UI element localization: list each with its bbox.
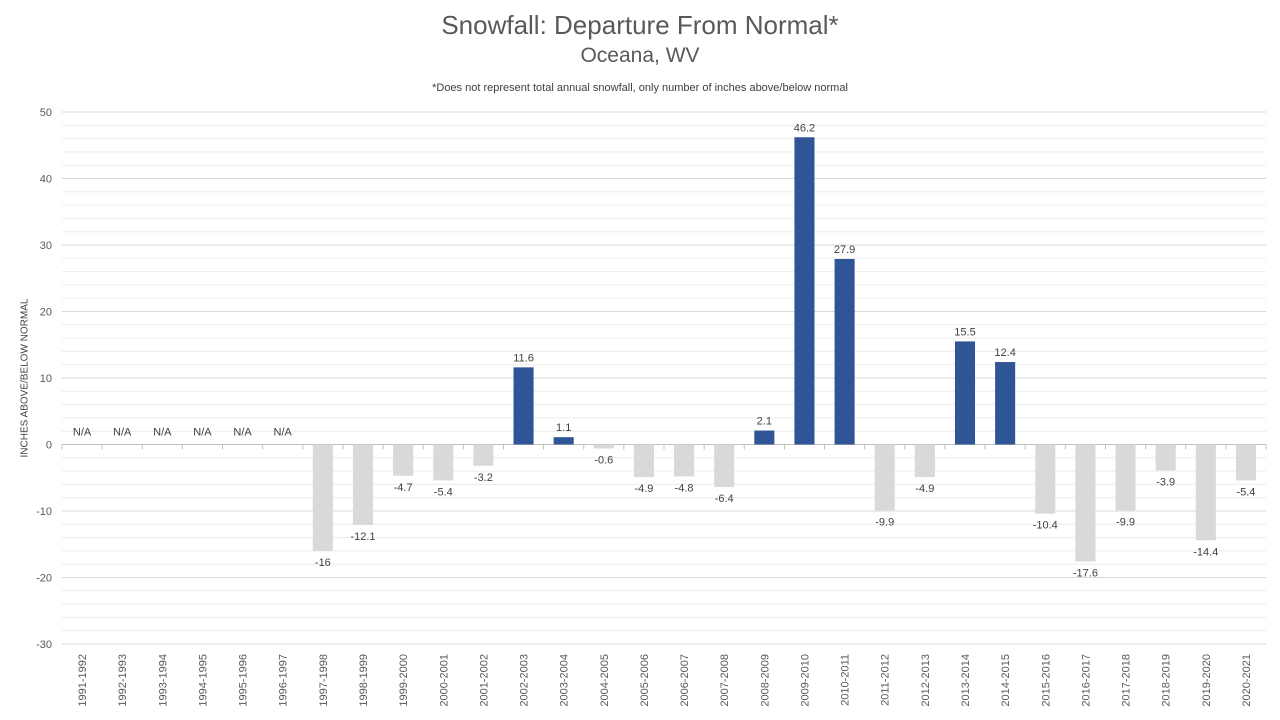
data-label-2014-2015: 12.4	[994, 347, 1015, 359]
bar-2017-2018	[1115, 444, 1136, 511]
bar-2001-2002	[473, 444, 494, 466]
data-label-2011-2012: -9.9	[875, 516, 894, 528]
bar-2008-2009	[754, 430, 775, 445]
data-label-2003-2004: 1.1	[556, 422, 571, 434]
data-label-2019-2020: -14.4	[1193, 546, 1218, 558]
data-label-1998-1999: -12.1	[350, 531, 375, 543]
bar-1999-2000	[393, 444, 414, 476]
data-label-1997-1998: -16	[315, 557, 331, 569]
bar-2018-2019	[1155, 444, 1176, 471]
bar-2015-2016	[1035, 444, 1056, 514]
data-label-2013-2014: 15.5	[954, 326, 975, 338]
data-label-2002-2003: 11.6	[513, 352, 534, 364]
x-tick-label-2015-2016: 2015-2016	[1040, 654, 1052, 707]
bar-2019-2020	[1195, 444, 1216, 541]
x-tick-label-2011-2012: 2011-2012	[880, 654, 892, 706]
x-tick-label-1994-1995: 1994-1995	[197, 654, 209, 707]
x-tick-label-2000-2001: 2000-2001	[438, 654, 450, 707]
bar-2002-2003	[513, 367, 534, 445]
bar-2006-2007	[674, 444, 695, 477]
x-tick-label-2006-2007: 2006-2007	[679, 654, 691, 707]
x-tick-label-1991-1992: 1991-1992	[77, 654, 89, 707]
data-label-2006-2007: -4.8	[675, 482, 694, 494]
chart-note: *Does not represent total annual snowfal…	[432, 82, 848, 94]
data-label-2018-2019: -3.9	[1156, 476, 1175, 488]
bar-2016-2017	[1075, 444, 1096, 562]
bar-2010-2011	[834, 258, 855, 445]
y-tick-label: 50	[40, 107, 52, 119]
x-tick-label-1998-1999: 1998-1999	[358, 654, 370, 707]
x-tick-label-1993-1994: 1993-1994	[157, 654, 169, 707]
x-tick-label-2007-2008: 2007-2008	[719, 654, 731, 707]
x-tick-label-1995-1996: 1995-1996	[238, 654, 250, 707]
data-label-2009-2010: 46.2	[794, 122, 815, 134]
y-tick-label: -20	[36, 573, 52, 585]
y-tick-label: 10	[40, 373, 52, 385]
x-tick-label-2001-2002: 2001-2002	[478, 654, 490, 707]
data-label-1996-1997: N/A	[274, 427, 293, 439]
bar-2014-2015	[995, 362, 1016, 445]
x-tick-label-1996-1997: 1996-1997	[278, 654, 290, 707]
x-tick-label-2008-2009: 2008-2009	[759, 654, 771, 707]
x-tick-label-2020-2021: 2020-2021	[1241, 654, 1253, 707]
chart-subtitle: Oceana, WV	[580, 44, 700, 67]
data-label-2000-2001: -5.4	[434, 486, 453, 498]
y-tick-label: -10	[36, 506, 52, 518]
y-tick-label: 30	[40, 240, 52, 252]
x-tick-label-2004-2005: 2004-2005	[599, 654, 611, 707]
data-label-2004-2005: -0.6	[594, 454, 613, 466]
bar-2012-2013	[914, 444, 935, 478]
bar-1997-1998	[312, 444, 333, 551]
data-label-1999-2000: -4.7	[394, 482, 413, 494]
x-tick-label-2010-2011: 2010-2011	[840, 654, 852, 706]
data-label-2005-2006: -4.9	[634, 483, 653, 495]
bar-2009-2010	[794, 137, 815, 445]
x-tick-label-2017-2018: 2017-2018	[1121, 654, 1133, 707]
x-tick-label-1992-1993: 1992-1993	[117, 654, 129, 707]
y-tick-label: 20	[40, 307, 52, 319]
chart-title: Snowfall: Departure From Normal*	[441, 10, 839, 40]
x-tick-label-2005-2006: 2005-2006	[639, 654, 651, 707]
x-tick-label-2012-2013: 2012-2013	[920, 654, 932, 707]
data-label-1992-1993: N/A	[113, 427, 132, 439]
data-label-2007-2008: -6.4	[715, 493, 734, 505]
bar-2013-2014	[954, 341, 976, 445]
data-label-2001-2002: -3.2	[474, 472, 493, 484]
bar-2000-2001	[433, 444, 454, 481]
x-tick-label-1999-2000: 1999-2000	[398, 654, 410, 707]
bar-2007-2008	[714, 444, 735, 488]
data-label-2010-2011: 27.9	[834, 244, 855, 256]
bar-2003-2004	[553, 437, 574, 445]
data-label-1994-1995: N/A	[193, 427, 212, 439]
data-label-2012-2013: -4.9	[915, 483, 934, 495]
data-label-1993-1994: N/A	[153, 427, 172, 439]
data-label-2016-2017: -17.6	[1073, 568, 1098, 580]
x-tick-label-2013-2014: 2013-2014	[960, 654, 972, 707]
x-tick-label-2016-2017: 2016-2017	[1080, 654, 1092, 707]
data-label-2020-2021: -5.4	[1236, 486, 1255, 498]
bar-2004-2005	[593, 444, 614, 449]
data-label-2015-2016: -10.4	[1033, 520, 1058, 532]
y-tick-label: 40	[40, 174, 52, 186]
x-tick-label-2019-2020: 2019-2020	[1201, 654, 1213, 707]
x-tick-label-2014-2015: 2014-2015	[1000, 654, 1012, 707]
x-tick-label-2003-2004: 2003-2004	[559, 654, 571, 707]
x-tick-label-2009-2010: 2009-2010	[799, 654, 811, 707]
x-tick-label-1997-1998: 1997-1998	[318, 654, 330, 707]
bar-2005-2006	[633, 444, 654, 478]
y-tick-label: -30	[36, 639, 52, 651]
data-label-2008-2009: 2.1	[757, 416, 772, 428]
data-label-2017-2018: -9.9	[1116, 516, 1135, 528]
bar-1998-1999	[352, 444, 374, 525]
bar-2011-2012	[874, 444, 895, 511]
data-label-1995-1996: N/A	[233, 427, 252, 439]
x-tick-label-2018-2019: 2018-2019	[1161, 654, 1173, 707]
y-tick-label: 0	[46, 440, 52, 452]
data-label-1991-1992: N/A	[73, 427, 92, 439]
x-tick-label-2002-2003: 2002-2003	[519, 654, 531, 707]
bar-2020-2021	[1235, 444, 1256, 481]
